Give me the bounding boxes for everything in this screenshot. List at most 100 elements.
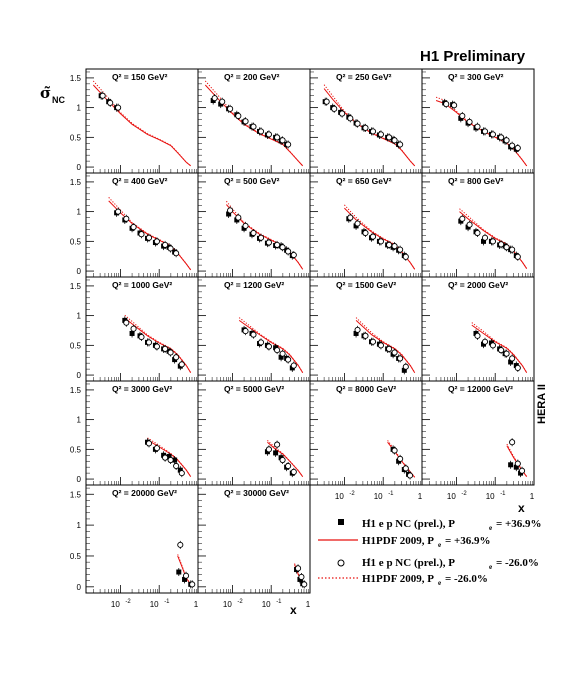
data-point-negative-pol [397,355,404,362]
data-point-positive-pol [508,359,514,365]
legend-entry-1-sup: - [368,515,371,523]
data-point-negative-pol [498,241,505,248]
data-point-positive-pol [401,367,407,373]
data-point-negative-pol [145,339,153,346]
data-point-negative-pol [402,363,409,370]
panel: 0 0.5 1 1.5 Q² = 1000 GeV² [70,276,199,382]
data-point-negative-pol [153,238,160,245]
y-tick-label: 0.5 [70,445,82,454]
y-tick-label: 0 [77,583,82,592]
data-point-negative-pol [285,248,292,255]
data-point-positive-pol [129,330,135,336]
data-point-negative-pol [509,439,516,446]
legend-entry-2-pol: = +36.9% [445,535,491,547]
figure-title: H1 Preliminary [420,48,526,65]
y-tick-label: 0 [77,267,82,276]
y-tick-label: 1 [77,208,82,217]
x-tick-label: 10 [486,492,495,501]
data-point-negative-pol [285,462,292,470]
data-point-negative-pol [347,214,354,221]
legend-entry-2: H1PDF 2009, P [362,535,434,547]
panel: 0 0.5 1 1.5 Q² = 150 GeV² [70,68,199,174]
data-point-negative-pol [145,234,153,241]
data-point-negative-pol [459,112,466,119]
data-point-negative-pol [138,231,145,238]
data-point-positive-pol [481,238,487,244]
x-tick-exponent: -1 [164,599,170,605]
panel: Q² = 800 GeV² [421,172,535,278]
panel-label: Q² = 20000 GeV² [112,488,177,498]
data-point-positive-pol [278,354,284,360]
data-point-negative-pol [377,238,384,245]
theory-curve-negative-pol [471,322,528,373]
data-point-positive-pol [508,462,514,468]
data-point-negative-pol [347,115,354,122]
data-point-positive-pol [226,211,232,217]
data-point-negative-pol [123,319,130,326]
data-point-negative-pol [153,343,160,350]
data-point-negative-pol [474,332,481,339]
panel-frame [421,380,535,486]
data-point-negative-pol [466,221,473,228]
data-point-negative-pol [219,98,226,105]
panel-label: Q² = 1500 GeV² [336,280,396,290]
data-point-negative-pol [173,250,180,257]
x-tick-exponent: -2 [237,599,243,605]
panel-frame [85,484,199,594]
panel-label: Q² = 800 GeV² [448,176,504,186]
data-point-negative-pol [250,123,257,130]
theory-curve-negative-pol [226,200,304,270]
data-point-negative-pol [397,141,404,148]
y-axis-label: σ̃ NC [40,84,65,105]
panel-label: Q² = 12000 GeV² [448,384,513,394]
x-axis-label-bottom: x [290,603,297,617]
data-point-negative-pol [397,455,404,462]
data-point-positive-pol [176,569,182,575]
data-point-negative-pol [362,332,369,339]
data-point-negative-pol [177,541,184,548]
y-axis-symbol: σ̃ [40,84,51,102]
data-point-negative-pol [298,573,305,581]
panel: Q² = 5000 GeV² [197,380,311,486]
legend-entry-4: H1PDF 2009, P [362,573,434,585]
data-point-negative-pol [242,328,249,335]
y-tick-label: 0.5 [70,237,82,246]
theory-curve-negative-pol [147,437,192,477]
y-tick-label: 0.5 [70,552,82,561]
panel: Q² = 200 GeV² [197,68,311,174]
x-tick-label: 10 [262,600,271,609]
data-point-negative-pol [402,465,409,472]
panel-label: Q² = 250 GeV² [336,72,392,82]
data-point-positive-pol [513,464,519,470]
data-point-negative-pol [182,572,190,579]
data-point-negative-pol [265,131,272,138]
x-tick-label: 10 [447,492,456,501]
data-point-negative-pol [242,118,249,125]
theory-curve-positive-pol [267,441,304,477]
data-point-negative-pol [274,241,281,248]
x-tick-label: 1 [530,492,535,501]
panel-label: Q² = 400 GeV² [112,176,168,186]
data-point-negative-pol [509,246,516,253]
panel-label: Q² = 8000 GeV² [336,384,396,394]
data-point-negative-pol [369,128,377,135]
data-point-negative-pol [514,364,521,371]
data-point-negative-pol [242,222,249,229]
data-point-negative-pol [162,241,169,248]
data-point-negative-pol [386,134,393,141]
data-point-negative-pol [167,456,174,464]
data-point-negative-pol [369,338,377,345]
data-point-negative-pol [130,224,137,231]
panel: Q² = 650 GeV² [309,172,423,278]
data-point-negative-pol [514,144,521,152]
data-point-negative-pol [489,131,496,138]
data-point-negative-pol [265,343,272,350]
data-point-negative-pol [167,349,174,356]
data-point-negative-pol [153,445,160,452]
y-tick-label: 0 [77,475,82,484]
panel: 10 -2 10 -1 1 Q² = 8000 GeV² [309,380,423,501]
panel-label: Q² = 2000 GeV² [448,280,508,290]
data-point-negative-pol [481,234,489,241]
data-point-negative-pol [362,124,369,131]
panel-label: Q² = 150 GeV² [112,72,168,82]
